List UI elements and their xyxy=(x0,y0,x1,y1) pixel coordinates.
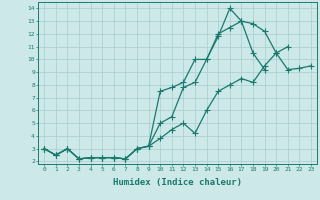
X-axis label: Humidex (Indice chaleur): Humidex (Indice chaleur) xyxy=(113,178,242,187)
